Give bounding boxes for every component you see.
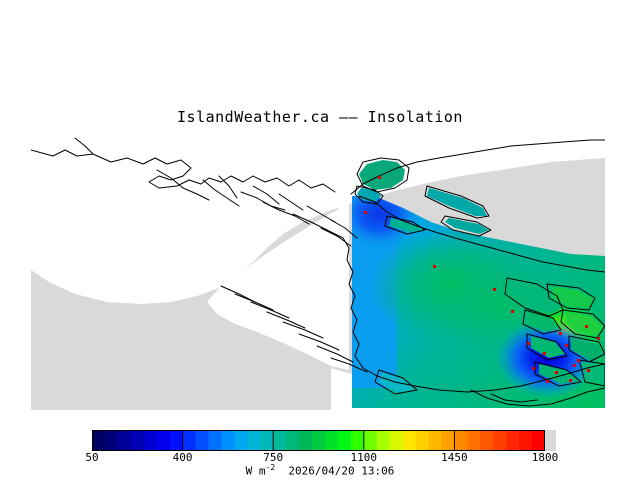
colorbar-swatches — [92, 430, 546, 451]
colorbar-tick-label: 400 — [172, 451, 193, 464]
timestamp-label: 2026/04/20 13:06 — [288, 464, 395, 478]
colorbar-swatch — [195, 430, 210, 451]
colorbar-swatch — [130, 430, 145, 451]
colorbar-swatch — [92, 430, 106, 451]
colorbar-swatch — [143, 430, 158, 451]
colorbar-overflow-swatch — [545, 430, 556, 451]
units-exponent: -2 — [265, 463, 276, 472]
colorbar-tick-marks — [182, 430, 455, 451]
colorbar-swatch — [337, 430, 352, 451]
colorbar-swatch — [247, 430, 261, 451]
colorbar-swatch — [234, 430, 248, 451]
colorbar-swatch — [532, 430, 546, 451]
colorbar-swatch — [428, 430, 443, 451]
colorbar-swatch — [363, 430, 378, 451]
colorbar-swatch — [519, 430, 533, 451]
page-title: IslandWeather.ca —— Insolation — [177, 108, 463, 126]
colorbar-tick-label: 50 — [85, 451, 99, 464]
colorbar[interactable] — [92, 430, 556, 451]
colorbar-swatch — [312, 430, 326, 451]
colorbar-swatch — [493, 430, 507, 451]
station-markers-layer[interactable] — [364, 176, 600, 383]
colorbar-swatch — [402, 430, 417, 451]
colorbar-tick-label: 1100 — [350, 451, 378, 464]
colorbar-tick-labels: 50 400 750 1100 1450 1800 — [0, 451, 640, 465]
colorbar-swatch — [350, 430, 365, 451]
colorbar-swatch — [441, 430, 455, 451]
colorbar-swatch — [467, 430, 481, 451]
colorbar-swatch — [376, 430, 391, 451]
units-label: W m — [245, 464, 266, 478]
map-panel[interactable] — [31, 136, 605, 410]
colorbar-swatch — [324, 430, 339, 451]
colorbar-frame — [92, 430, 545, 451]
colored-island-patches — [357, 160, 605, 392]
colorbar-tick-label: 750 — [263, 451, 284, 464]
colorbar-swatch — [389, 430, 404, 451]
colorbar-swatch — [273, 430, 287, 451]
colorbar-swatch — [104, 430, 119, 451]
colorbar-swatch — [454, 430, 468, 451]
map-canvas[interactable] — [31, 136, 605, 410]
colorbar-swatch — [260, 430, 274, 451]
colorbar-swatch — [221, 430, 235, 451]
colorbar-tick-label: 1450 — [441, 451, 468, 464]
colorbar-swatch — [182, 430, 197, 451]
colorbar-swatch — [117, 430, 132, 451]
colorbar-swatch — [286, 430, 300, 451]
coastline-layer — [31, 137, 605, 407]
colorbar-tick-label: 1800 — [531, 451, 559, 464]
colorbar-swatch — [208, 430, 223, 451]
colorbar-swatch — [169, 430, 184, 451]
colorbar-swatch — [480, 430, 494, 451]
colorbar-swatch — [156, 430, 171, 451]
colorbar-swatch — [299, 430, 313, 451]
colorbar-swatch — [506, 430, 520, 451]
colorbar-caption: W m-2 2026/04/20 13:06 — [0, 463, 640, 478]
colorbar-canvas[interactable] — [92, 430, 556, 451]
colorbar-swatch — [415, 430, 430, 451]
